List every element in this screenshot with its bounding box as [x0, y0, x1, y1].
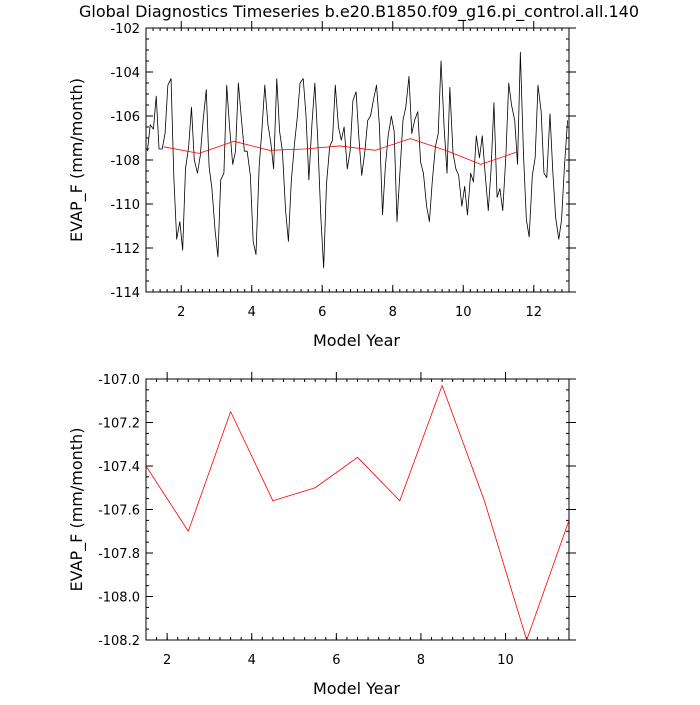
y-tick-label: -106 — [110, 110, 140, 125]
y-tick-label: -108 — [110, 154, 140, 169]
y-tick-label: -107.0 — [98, 373, 140, 388]
y-tick-label: -107.6 — [98, 504, 140, 519]
panel-bottom: 2 4 6 8 10 -108.2 -108.0 -107.8 -107.6 -107.4 -107… — [67, 372, 576, 698]
x-tick-label: 10 — [455, 305, 472, 320]
figure-title: Global Diagnostics Timeseries b.e20.B185… — [79, 2, 639, 22]
x-tick-label: 2 — [177, 305, 185, 320]
monthly-line-top — [147, 51, 568, 269]
x-tick-label: 10 — [497, 653, 514, 668]
x-axis-label: Model Year — [313, 331, 400, 350]
x-tick-label: 6 — [318, 305, 326, 320]
panel-top: 2 4 6 8 10 12 -114 -112 -110 -108 -106 -104 -102 Mode… — [67, 21, 576, 350]
y-tick-label: -108.0 — [98, 591, 140, 606]
y-tick-label: -104 — [110, 66, 140, 81]
annual-mean-line-top — [163, 138, 517, 165]
y-tick-label: -112 — [110, 242, 140, 257]
plot-frame-bottom — [145, 378, 570, 641]
x-axis-label: Model Year — [313, 679, 400, 698]
y-axis-label: EVAP_F (mm/month) — [67, 428, 87, 592]
y-tick-label: -114 — [110, 286, 140, 301]
y-tick-label: -107.4 — [98, 460, 140, 475]
y-tick-label: -108.2 — [98, 634, 140, 649]
x-tick-label: 8 — [389, 305, 397, 320]
x-tick-label: 4 — [248, 305, 256, 320]
x-tick-label: 8 — [417, 653, 425, 668]
x-tick-label: 4 — [248, 653, 256, 668]
annual-mean-line-bottom — [146, 385, 569, 640]
y-tick-label: -107.2 — [98, 417, 140, 432]
y-tick-label: -102 — [110, 22, 140, 37]
x-tick-label: 12 — [525, 305, 542, 320]
y-tick-label: -110 — [110, 198, 140, 213]
x-tick-label: 6 — [332, 653, 340, 668]
y-tick-label: -107.8 — [98, 547, 140, 562]
x-tick-label: 2 — [163, 653, 171, 668]
y-axis-label: EVAP_F (mm/month) — [67, 78, 87, 242]
